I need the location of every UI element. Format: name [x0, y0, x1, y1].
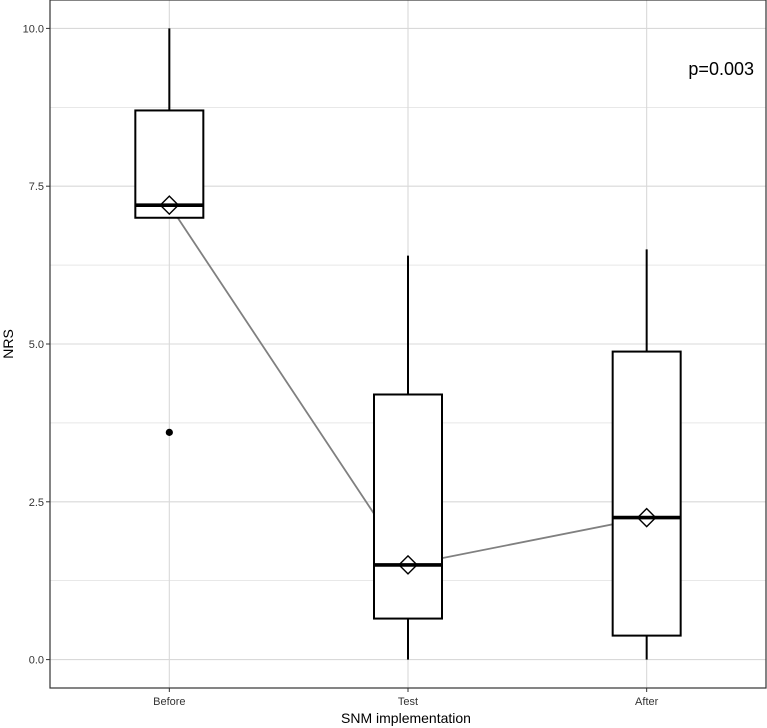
- outlier-point: [165, 428, 173, 436]
- p-value-annotation: p=0.003: [688, 59, 754, 79]
- y-axis-title: NRS: [0, 329, 16, 359]
- box-test: [373, 255, 443, 660]
- x-axis: Before Test After: [153, 688, 659, 708]
- y-tick-label: 2.5: [29, 497, 44, 509]
- box-after: [611, 249, 682, 660]
- x-tick-label: Before: [153, 696, 185, 708]
- y-tick-label: 10.0: [23, 23, 44, 35]
- mean-diamond: [636, 507, 657, 528]
- mean-diamond: [159, 195, 180, 216]
- box-group: [134, 28, 682, 660]
- y-tick-label: 7.5: [29, 181, 44, 193]
- box-iqr: [134, 109, 205, 219]
- box-iqr: [611, 350, 682, 637]
- y-axis: 0.0 2.5 5.0 7.5 10.0: [23, 23, 50, 667]
- y-tick-label: 5.0: [29, 339, 44, 351]
- box-iqr: [373, 393, 443, 620]
- x-tick-label: After: [635, 696, 659, 708]
- box-before: [134, 28, 205, 436]
- x-axis-title: SNM implementation: [341, 710, 471, 726]
- y-tick-label: 0.0: [29, 655, 44, 667]
- x-tick-label: Test: [398, 696, 418, 708]
- mean-diamond: [398, 554, 418, 575]
